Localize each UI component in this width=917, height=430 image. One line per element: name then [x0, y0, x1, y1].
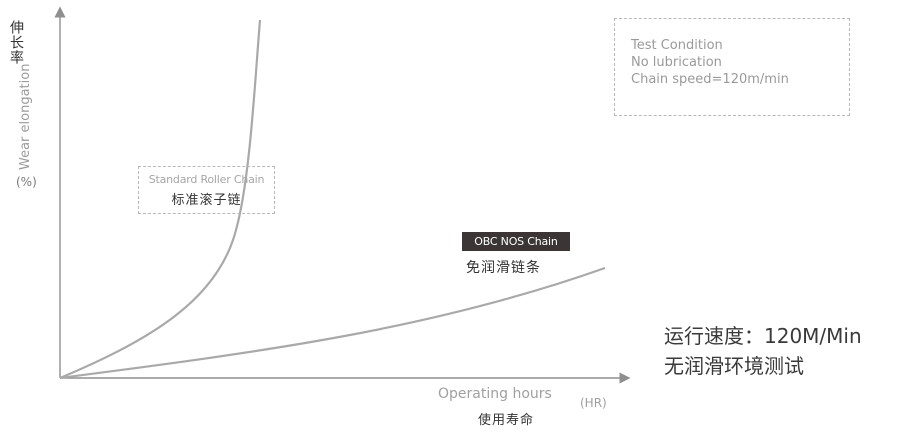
- test-condition-title: Test Condition: [631, 38, 723, 53]
- obc-nos-chain-label-en: OBC NOS Chain: [462, 232, 570, 251]
- series-obc-nos-chain-line: [59, 266, 606, 380]
- y-axis-label-cn: 伸长率: [8, 20, 24, 65]
- standard-roller-chain-label-en: Standard Roller Chain: [148, 173, 265, 186]
- y-axis-unit: (%): [16, 175, 37, 189]
- standard-roller-chain-label-box: Standard Roller Chain 标准滚子链: [138, 166, 275, 214]
- test-condition-speed: Chain speed=120m/min: [631, 72, 789, 87]
- obc-nos-chain-label-cn: 免润滑链条: [466, 260, 541, 276]
- note-environment: 无润滑环境测试: [664, 354, 804, 378]
- y-axis-label-en: Wear elongation: [18, 63, 33, 170]
- series-standard-roller-chain-line: [59, 19, 262, 380]
- x-axis-label-cn: 使用寿命: [478, 413, 535, 428]
- note-speed: 运行速度：120M/Min: [664, 324, 862, 348]
- test-condition-box: Test Condition No lubrication Chain spee…: [614, 18, 850, 116]
- x-axis-unit: (HR): [580, 396, 607, 410]
- x-axis-label-en: Operating hours: [438, 386, 552, 402]
- standard-roller-chain-label-cn: 标准滚子链: [171, 193, 242, 208]
- test-condition-lubrication: No lubrication: [631, 55, 722, 70]
